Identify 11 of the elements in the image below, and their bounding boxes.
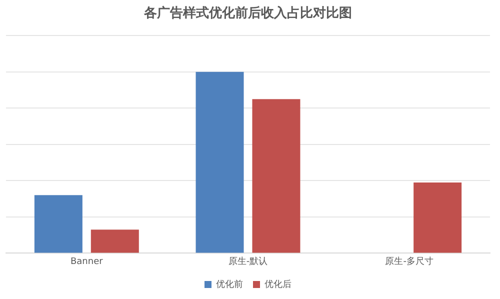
bar [252, 99, 300, 253]
x-tick-label: 原生-多尺寸 [385, 256, 434, 267]
x-tick-label: 原生-默认 [228, 256, 268, 267]
legend-label: 优化后 [264, 278, 292, 290]
bar [34, 195, 82, 253]
bar [196, 72, 244, 253]
x-tick-label: Banner [70, 256, 104, 267]
bar [414, 182, 462, 253]
chart-title: 各广告样式优化前后收入占比对比图 [143, 5, 352, 22]
legend-label: 优化前 [216, 278, 243, 290]
bar [90, 230, 139, 253]
